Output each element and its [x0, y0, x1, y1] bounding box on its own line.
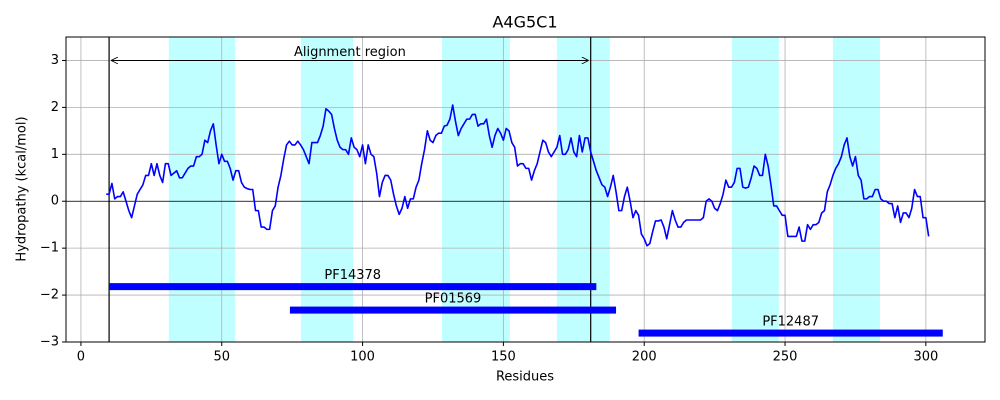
shaded-region: [556, 37, 610, 342]
y-axis-label: Hydropathy (kcal/mol): [15, 116, 30, 261]
x-tick-label: 300: [913, 350, 938, 365]
x-tick-label: 0: [77, 350, 85, 365]
y-tick-label: 0: [51, 194, 59, 209]
domain-bar: [638, 329, 943, 337]
y-tick-label: 2: [51, 100, 59, 115]
x-tick-label: 100: [350, 350, 375, 365]
x-axis-label: Residues: [496, 370, 554, 385]
domain-label: PF14378: [324, 268, 381, 283]
domain-bar: [109, 283, 597, 291]
shaded-region: [832, 37, 880, 342]
y-tick-label: −1: [40, 241, 59, 256]
chart-title: A4G5C1: [492, 13, 557, 32]
domain-bar: [289, 306, 617, 314]
x-tick-label: 150: [491, 350, 516, 365]
x-tick-label: 50: [213, 350, 230, 365]
y-tick-label: −2: [40, 288, 59, 303]
hydropathy-line: [106, 104, 930, 247]
shaded-region: [300, 37, 353, 342]
shaded-region: [441, 37, 510, 342]
axes-frame: [65, 36, 986, 343]
y-tick-label: 1: [51, 147, 59, 162]
x-tick-label: 250: [773, 350, 798, 365]
alignment-label: Alignment region: [294, 45, 406, 60]
y-tick-label: 3: [51, 53, 59, 68]
shaded-region: [168, 37, 235, 342]
x-tick-label: 200: [632, 350, 657, 365]
plot-area: [62, 36, 986, 346]
domain-label: PF01569: [425, 292, 482, 307]
domain-label: PF12487: [762, 315, 819, 330]
y-tick-label: −3: [40, 335, 59, 350]
